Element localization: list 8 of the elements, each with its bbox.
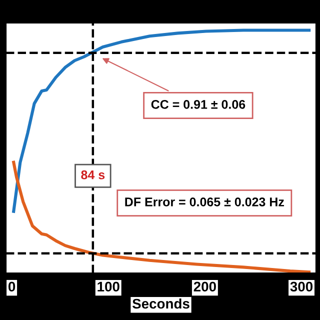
ref-line-label: 84 s: [81, 170, 105, 180]
x-axis-title: Seconds: [132, 298, 190, 309]
annotation: CC = 0.91 ± 0.06: [151, 100, 246, 109]
annotation: DF Error = 0.065 ± 0.023 Hz: [125, 198, 284, 206]
x-tick-label: 100: [98, 282, 120, 292]
x-tick-label: 0: [8, 282, 16, 292]
x-tick-label: 200: [194, 282, 216, 292]
x-tick-label: 300: [290, 282, 313, 292]
